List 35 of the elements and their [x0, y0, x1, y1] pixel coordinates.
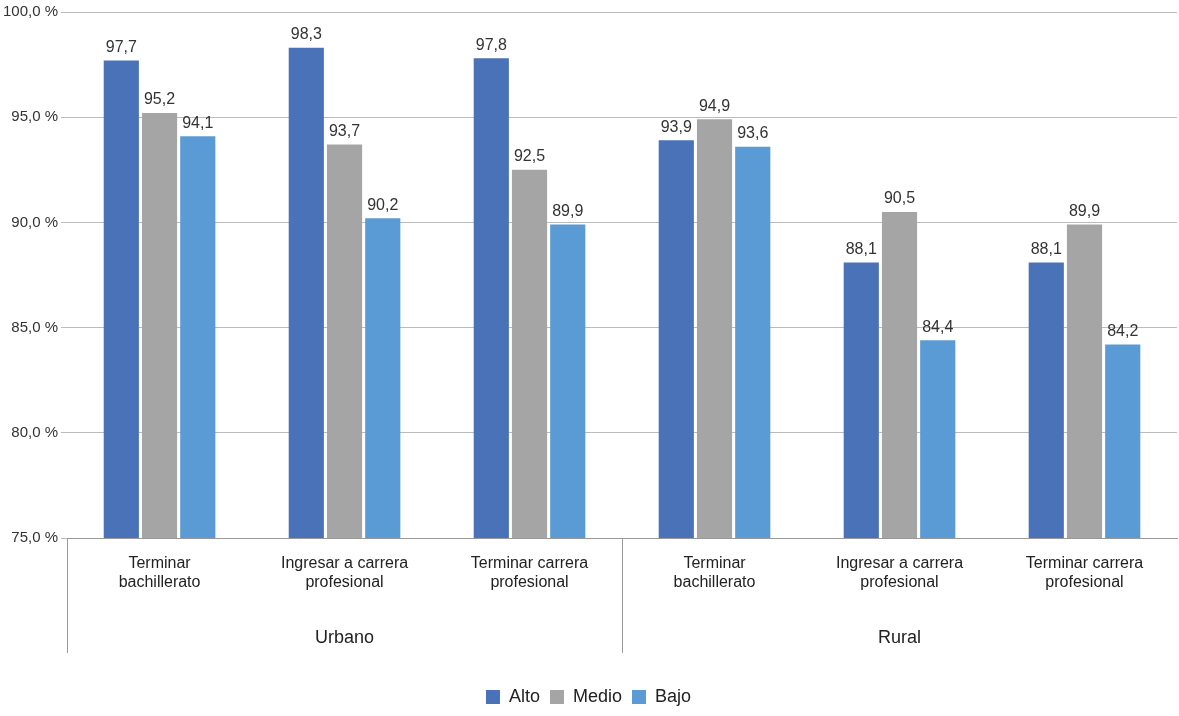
data-label: 97,8 — [475, 35, 507, 53]
data-label: 89,9 — [1068, 201, 1101, 219]
x-tick-label: Terminar bachillerato — [118, 554, 201, 591]
legend-label: Bajo — [655, 685, 692, 706]
legend-label: Medio — [572, 685, 623, 706]
y-tick-label: 90,0 % — [11, 212, 59, 230]
text: Rural — [878, 626, 922, 647]
legend-label: Alto — [508, 685, 540, 706]
data-label: 94,9 — [698, 96, 731, 114]
y-tick-label: 80,0 % — [11, 422, 59, 440]
data-label: 89,9 — [552, 201, 584, 219]
data-label: 93,9 — [660, 117, 692, 135]
data-label: 94,1 — [182, 113, 214, 131]
x-tick-label: Ingresar a carrera profesional — [835, 554, 964, 591]
data-label: 90,2 — [367, 195, 399, 213]
x-tick-label: Terminar carrera profesional — [470, 554, 589, 591]
y-tick-label: 85,0 % — [11, 317, 59, 335]
data-label: 93,6 — [737, 124, 769, 142]
data-label: 98,3 — [290, 25, 322, 43]
y-tick-label: 100,0 % — [2, 2, 59, 20]
data-label: 95,2 — [143, 90, 176, 108]
y-tick-label: 95,0 % — [11, 107, 59, 125]
data-label: 97,7 — [105, 37, 137, 55]
data-label: 92,5 — [513, 147, 546, 165]
y-tick-label: 75,0 % — [11, 528, 59, 546]
data-label: 84,4 — [922, 317, 954, 335]
data-label: 88,1 — [845, 239, 877, 257]
data-label: 84,2 — [1107, 321, 1139, 339]
x-tick-label: Ingresar a carrera profesional — [280, 554, 409, 591]
data-label: 88,1 — [1030, 239, 1062, 257]
x-tick-label: Terminar bachillerato — [673, 554, 756, 591]
data-label: 93,7 — [328, 121, 361, 139]
x-tick-label: Terminar carrera profesional — [1025, 554, 1144, 591]
text: Urbano — [315, 626, 375, 647]
data-label: 90,5 — [883, 189, 916, 207]
